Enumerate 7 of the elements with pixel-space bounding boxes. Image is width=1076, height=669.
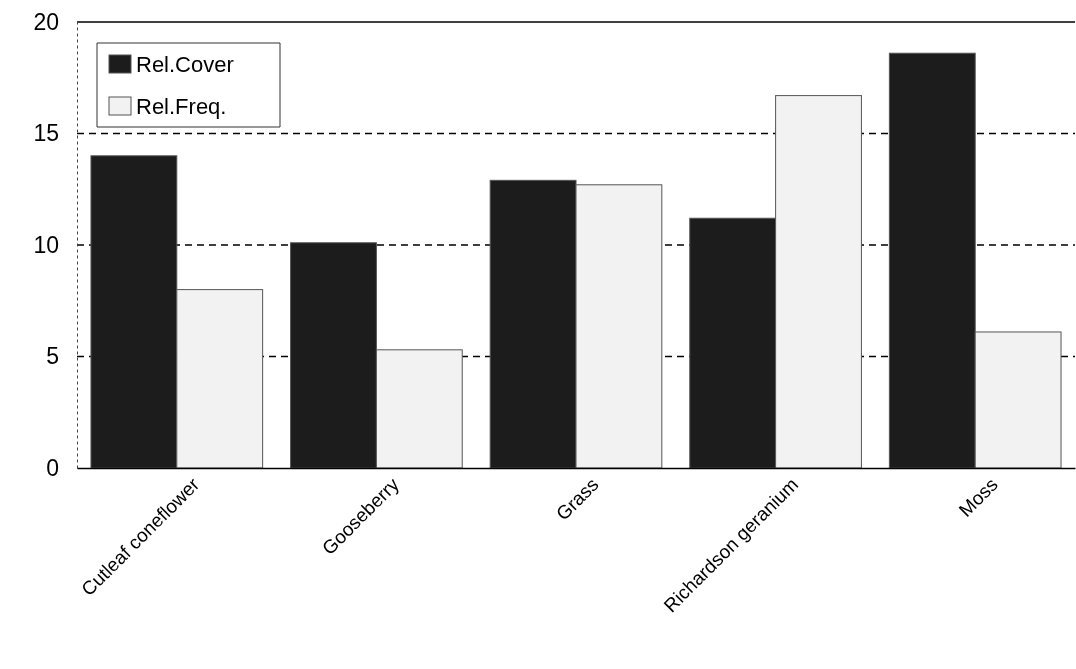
y-tick-label: 0 xyxy=(46,454,59,481)
y-tick-label: 10 xyxy=(33,231,59,258)
y-tick-label: 5 xyxy=(46,343,59,370)
legend-label: Rel.Freq. xyxy=(136,93,227,119)
legend-label: Rel.Cover xyxy=(136,51,234,77)
y-tick-label: 15 xyxy=(33,120,59,147)
y-tick-label: 20 xyxy=(33,8,59,35)
